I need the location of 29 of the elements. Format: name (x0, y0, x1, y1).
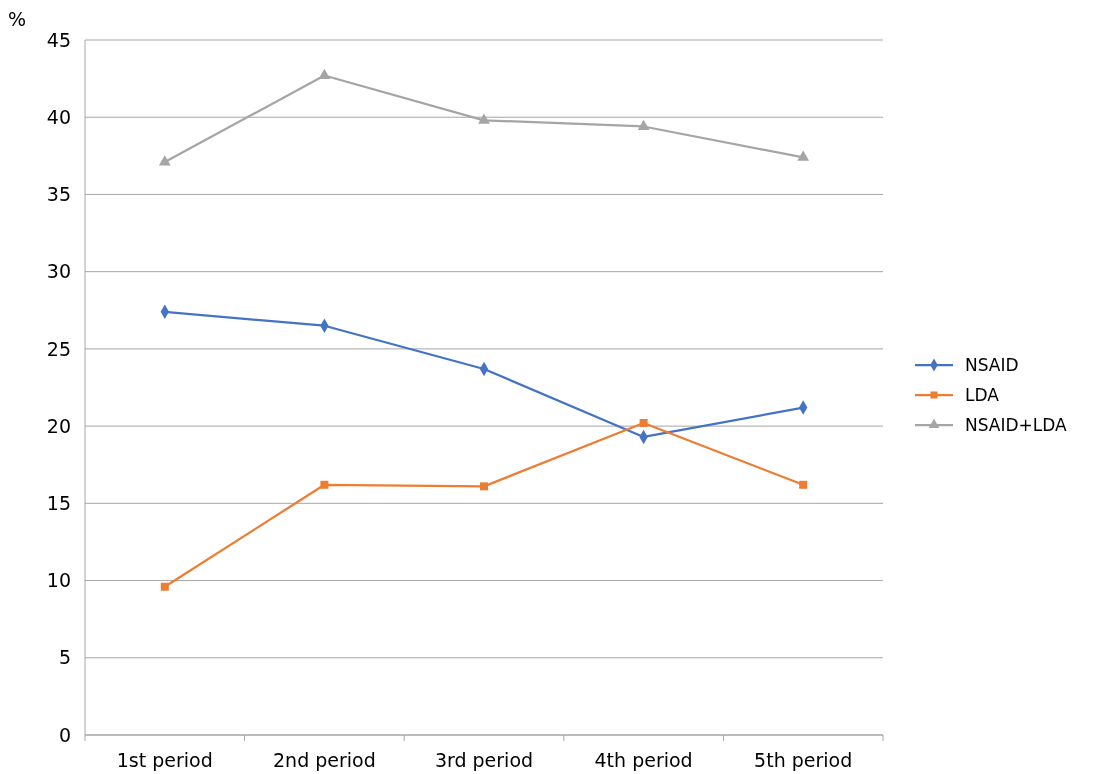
legend-label: NSAID+LDA (965, 414, 1068, 435)
x-tick-label: 2nd period (273, 749, 376, 771)
point (799, 480, 808, 489)
y-tick-label: 25 (46, 337, 71, 360)
point (797, 150, 810, 161)
y-tick-label: 35 (46, 183, 71, 206)
x-tick-label: 5th period (754, 749, 853, 771)
x-tick-label: 3rd period (434, 749, 534, 771)
legend-label: LDA (965, 384, 1000, 405)
point (318, 68, 331, 79)
y-tick-label: 10 (46, 569, 71, 592)
legend-label: NSAID (965, 354, 1019, 375)
point (160, 582, 169, 591)
y-tick-label: 30 (46, 260, 71, 283)
y-axis-title: % (8, 8, 27, 30)
x-tick-label: 4th period (594, 749, 693, 771)
point (478, 113, 490, 124)
x-tick-label: 1st period (116, 749, 213, 771)
y-tick-label: 45 (46, 28, 71, 51)
point (637, 119, 650, 130)
y-tick-label: 15 (46, 491, 71, 514)
point (320, 480, 329, 489)
y-tick-label: 20 (46, 414, 71, 437)
y-tick-label: 0 (58, 723, 71, 746)
point (639, 419, 648, 428)
y-tick-label: 40 (46, 105, 71, 128)
y-tick-label: 5 (58, 646, 71, 669)
point (158, 155, 171, 166)
point (480, 482, 488, 491)
